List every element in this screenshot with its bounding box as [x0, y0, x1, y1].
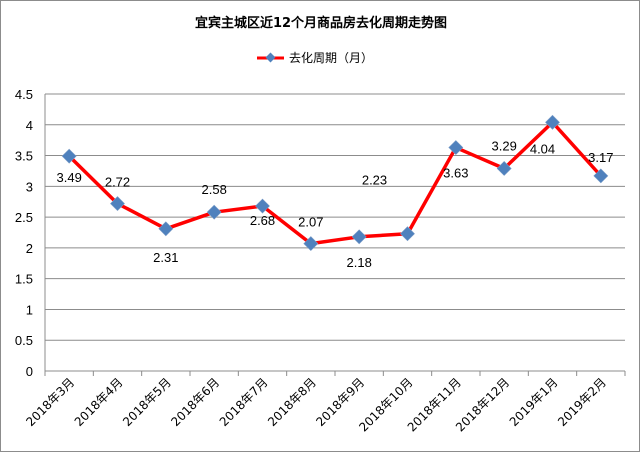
x-tick-label: 2018年6月 — [168, 375, 222, 429]
y-tick-label: 4.5 — [15, 87, 33, 102]
data-point-marker — [158, 221, 174, 237]
y-tick-label: 1.5 — [15, 272, 33, 287]
y-tick-label: 3.5 — [15, 149, 33, 164]
data-point-marker — [110, 196, 125, 211]
y-tick-label: 4 — [26, 118, 33, 133]
data-label: 4.04 — [530, 141, 555, 156]
legend-entry: 去化周期（月） — [289, 51, 373, 65]
data-point-marker — [303, 236, 319, 252]
data-label: 2.18 — [347, 255, 372, 270]
y-axis-ticks: 0 0.5 1 1.5 2 2.5 3 3.5 4 4.5 — [15, 87, 33, 379]
data-label: 2.31 — [153, 250, 178, 265]
data-point-marker — [496, 161, 512, 176]
data-point-marker — [400, 226, 415, 242]
data-labels: 3.49 2.72 2.31 2.58 2.68 2.07 2.18 2.23 3.63 3.29… — [57, 138, 614, 269]
data-point-marker — [255, 198, 270, 214]
data-label: 3.63 — [443, 166, 468, 181]
x-tick-label: 2018年7月 — [217, 375, 271, 429]
data-point-marker — [448, 140, 464, 155]
y-tick-label: 0 — [26, 364, 33, 379]
data-point-marker — [351, 229, 367, 245]
data-label: 2.23 — [362, 173, 387, 188]
y-tick-label: 3 — [26, 179, 33, 194]
x-tick-label: 2018年5月 — [120, 375, 174, 429]
legend-marker-swatch — [265, 52, 276, 63]
y-tick-label: 2 — [26, 241, 33, 256]
data-point-marker — [593, 168, 609, 184]
x-tick-label: 2019年2月 — [555, 375, 609, 429]
x-tick-label: 2018年3月 — [23, 375, 77, 429]
series-line — [67, 120, 603, 246]
y-tick-label: 0.5 — [15, 333, 33, 348]
data-label: 2.72 — [105, 175, 130, 190]
data-label: 2.68 — [250, 213, 275, 228]
axes — [44, 94, 626, 376]
x-tick-label: 2019年1月 — [507, 375, 561, 429]
series-markers — [61, 114, 609, 252]
series-line-path — [67, 120, 603, 246]
data-label: 2.07 — [298, 215, 323, 230]
data-label: 2.58 — [202, 182, 227, 197]
data-point-marker — [206, 204, 222, 220]
data-point-marker — [545, 114, 560, 130]
data-label: 3.29 — [492, 138, 517, 153]
gridlines — [45, 93, 625, 341]
data-label: 3.17 — [588, 150, 613, 165]
x-axis-ticks: 2018年3月2018年4月2018年5月2018年6月2018年7月2018年… — [23, 375, 609, 434]
y-tick-label: 1 — [26, 302, 33, 317]
x-tick-label: 2018年8月 — [265, 375, 319, 429]
x-tick-label: 2018年4月 — [72, 375, 126, 429]
data-label: 3.49 — [57, 170, 82, 185]
chart-title: 宜宾主城区近12个月商品房去化周期走势图 — [195, 15, 447, 31]
legend: 去化周期（月） — [257, 51, 373, 65]
data-point-marker — [61, 148, 77, 164]
y-tick-label: 2.5 — [15, 210, 33, 225]
